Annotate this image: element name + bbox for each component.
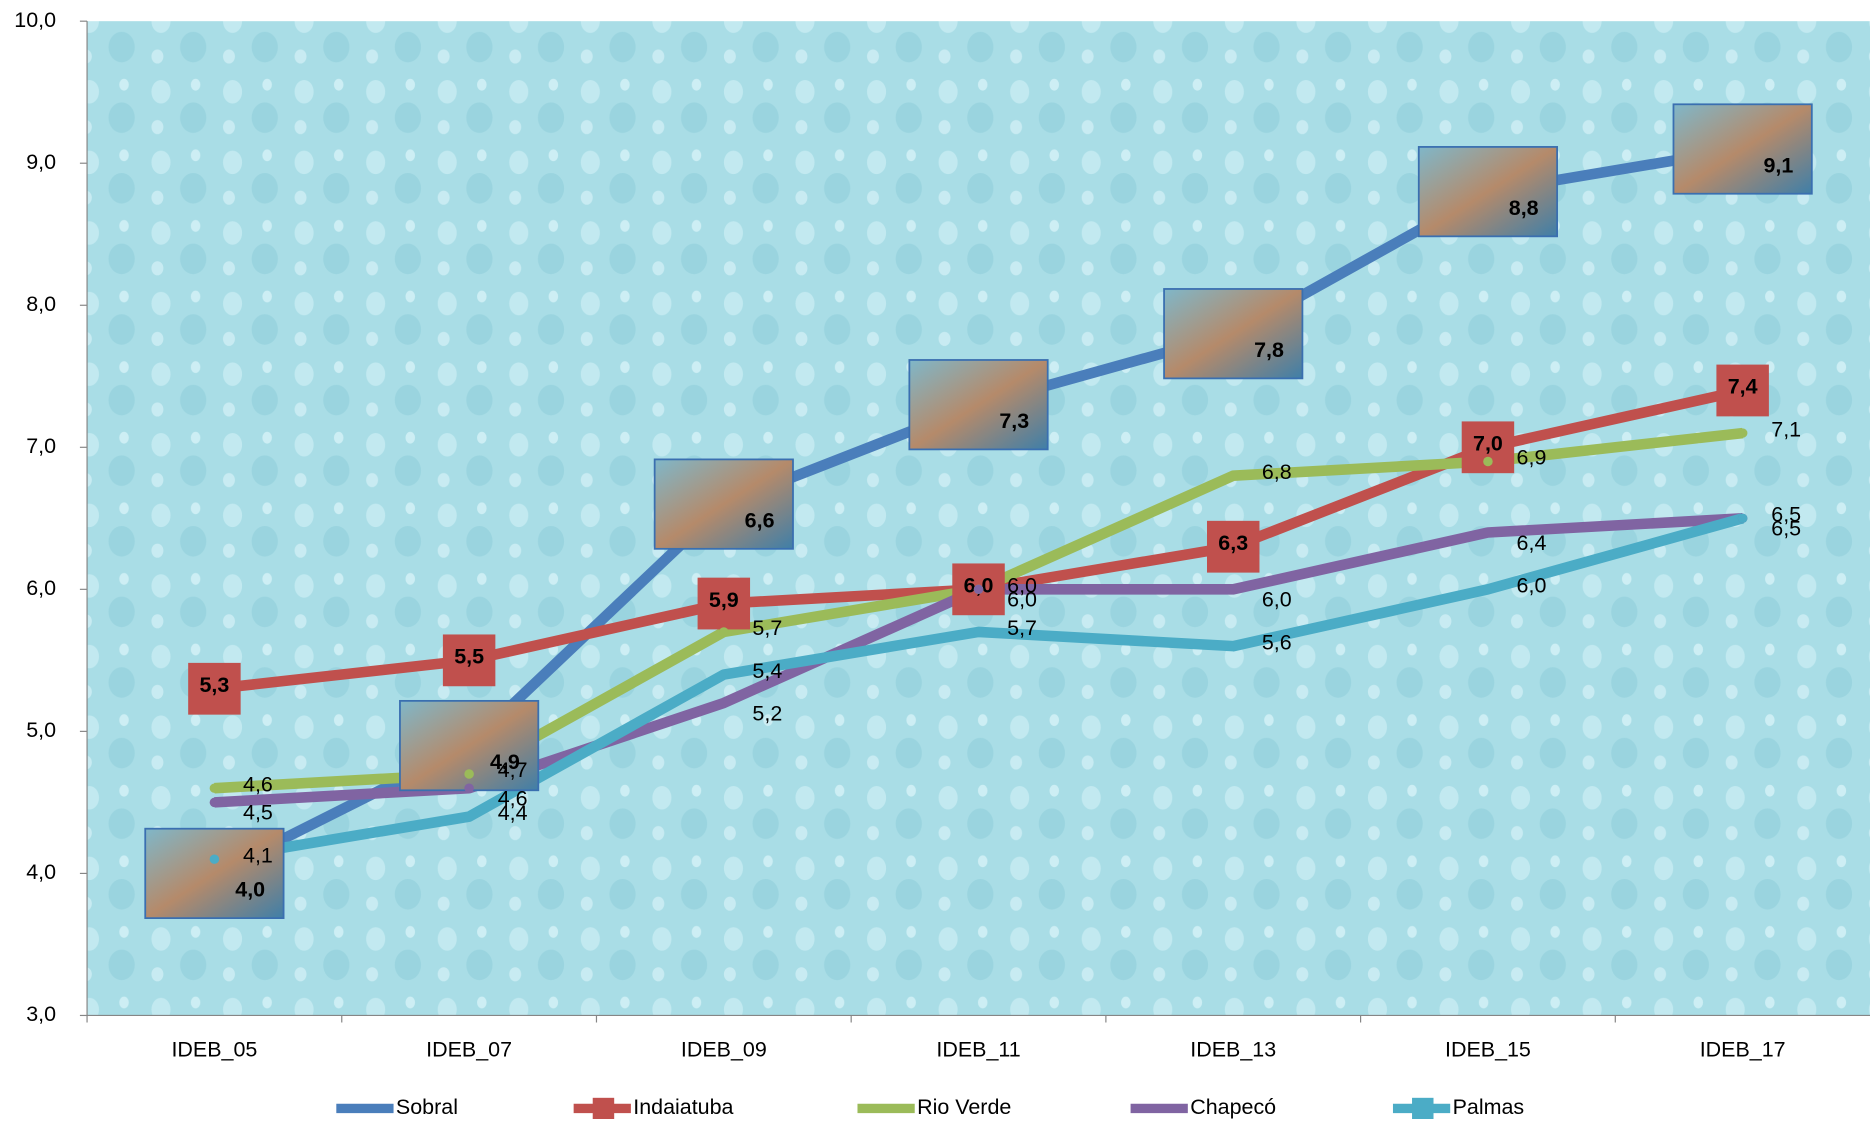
legend-label: Chapecó: [1190, 1095, 1276, 1119]
data-label: 6,0: [1007, 574, 1037, 598]
data-label: 6,0: [1007, 588, 1037, 612]
data-label: 6,0: [1517, 574, 1547, 598]
legend-marker: [1412, 1097, 1434, 1119]
data-label: 5,3: [199, 673, 229, 697]
data-label: 4,5: [243, 801, 273, 825]
y-tick-label: 9,0: [26, 150, 56, 174]
data-label: 5,4: [752, 659, 782, 683]
data-label: 7,8: [1254, 338, 1284, 362]
photo-marker: [1163, 288, 1304, 380]
y-tick-label: 4,0: [26, 860, 56, 884]
data-label: 7,0: [1473, 432, 1503, 456]
point-marker: [464, 811, 474, 822]
data-label: 5,5: [454, 645, 484, 669]
data-label: 4,7: [498, 758, 528, 782]
data-label: 6,8: [1262, 460, 1292, 484]
data-label: 7,1: [1771, 417, 1801, 441]
point-marker: [1483, 456, 1493, 467]
point-marker: [209, 854, 220, 864]
square-marker: [442, 634, 496, 687]
point-marker: [464, 783, 474, 793]
point-marker: [1483, 527, 1493, 538]
y-tick-label: 6,0: [26, 576, 56, 600]
x-tick-label: IDEB_07: [426, 1037, 512, 1061]
photo-marker: [653, 458, 794, 550]
data-label: 6,5: [1771, 517, 1801, 541]
point-marker: [1483, 584, 1493, 595]
data-label: 5,7: [752, 616, 782, 640]
point-marker: [973, 584, 984, 595]
y-tick-label: 7,0: [26, 434, 56, 458]
point-marker: [1737, 513, 1748, 524]
data-label: 6,0: [1262, 588, 1292, 612]
legend-label: Sobral: [396, 1095, 458, 1119]
legend-marker: [592, 1097, 615, 1119]
legend-label: Palmas: [1453, 1095, 1525, 1119]
photo-marker: [1672, 103, 1813, 195]
legend-label: Rio Verde: [917, 1095, 1011, 1119]
x-tick-label: IDEB_15: [1445, 1037, 1531, 1061]
point-marker: [464, 769, 474, 779]
data-label: 5,6: [1262, 631, 1292, 655]
point-marker: [209, 783, 220, 793]
data-label: 4,4: [498, 801, 528, 825]
data-label: 6,3: [1218, 531, 1248, 555]
y-tick-label: 8,0: [26, 292, 56, 316]
data-label: 8,8: [1509, 196, 1539, 220]
point-marker: [1228, 641, 1239, 651]
data-label: 4,6: [498, 787, 528, 811]
y-tick-label: 10,0: [14, 8, 56, 32]
point-marker: [719, 669, 729, 680]
photo-marker: [144, 827, 285, 920]
photo-marker: [1417, 146, 1559, 238]
data-label: 5,2: [752, 701, 782, 725]
data-label: 4,0: [235, 878, 265, 902]
point-marker: [1228, 584, 1239, 595]
data-label: 5,9: [709, 588, 739, 612]
square-marker: [697, 577, 751, 630]
point-marker: [1228, 470, 1239, 481]
data-label: 5,7: [1007, 616, 1037, 640]
square-marker: [1206, 520, 1260, 573]
x-tick-label: IDEB_09: [681, 1037, 767, 1061]
data-label: 6,9: [1517, 446, 1547, 470]
x-tick-label: IDEB_17: [1700, 1037, 1786, 1061]
x-tick-label: IDEB_13: [1190, 1037, 1276, 1061]
x-tick-label: IDEB_11: [936, 1037, 1020, 1061]
data-label: 4,6: [243, 773, 273, 797]
point-marker: [973, 627, 984, 637]
y-tick-label: 5,0: [26, 718, 56, 742]
photo-marker: [908, 359, 1049, 451]
y-tick-label: 3,0: [26, 1002, 56, 1026]
point-marker: [719, 698, 729, 708]
data-label: 7,4: [1728, 375, 1758, 399]
point-marker: [209, 797, 220, 808]
x-tick-label: IDEB_05: [171, 1037, 257, 1061]
square-marker: [1716, 364, 1769, 417]
data-label: 7,3: [999, 409, 1029, 433]
point-marker: [1737, 428, 1748, 438]
point-marker: [719, 627, 729, 637]
data-label: 6,6: [745, 508, 775, 532]
data-label: 6,4: [1517, 531, 1547, 555]
data-label: 4,9: [490, 750, 520, 774]
data-label: 9,1: [1764, 153, 1794, 177]
plot-area: [87, 21, 1870, 1016]
legend-label: Indaiatuba: [633, 1095, 733, 1119]
data-label: 4,1: [243, 844, 273, 868]
square-marker: [188, 662, 241, 715]
data-label: 6,5: [1771, 503, 1801, 527]
